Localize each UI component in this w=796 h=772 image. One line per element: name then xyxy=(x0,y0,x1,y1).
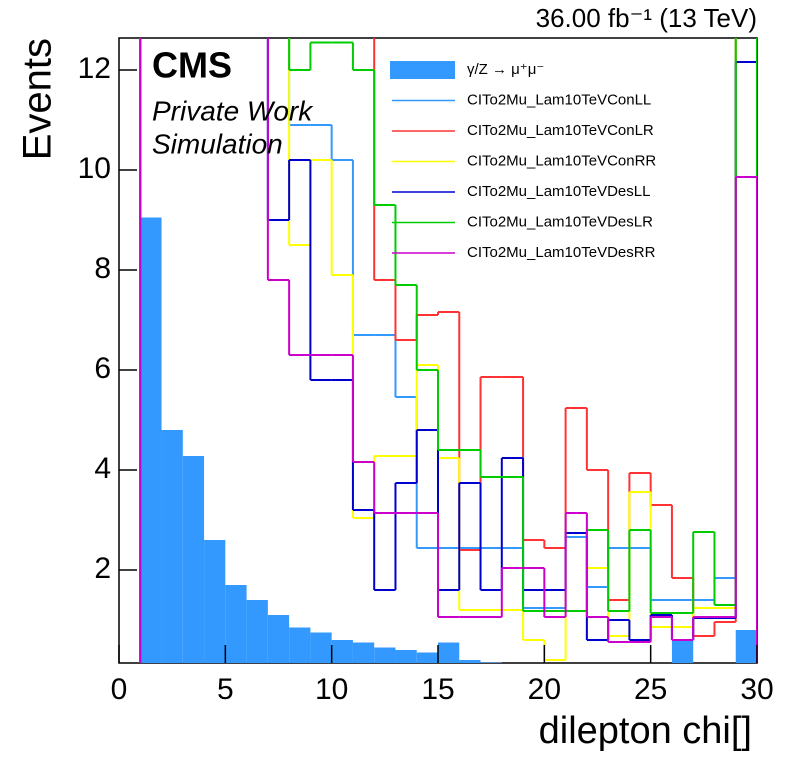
x-axis-label: dilepton chi[] xyxy=(539,710,752,752)
legend-label: γ/Z → μ⁺μ⁻ xyxy=(467,61,544,78)
y-tick-label: 12 xyxy=(78,52,111,85)
histogram-bar xyxy=(416,652,438,663)
histogram-bar xyxy=(566,668,587,684)
histogram-bar xyxy=(331,640,353,663)
histogram-bar xyxy=(225,585,247,663)
x-tick-label: 25 xyxy=(634,673,667,706)
y-tick-label: 2 xyxy=(94,552,111,585)
histogram-bar xyxy=(735,630,757,663)
legend-label: CITo2Mu_Lam10TeVConLR xyxy=(467,122,654,139)
x-tick-label: 0 xyxy=(111,673,128,706)
histogram-bar xyxy=(438,642,460,663)
histogram-bar xyxy=(204,540,226,663)
histogram-bar xyxy=(395,650,417,663)
legend-label: CITo2Mu_Lam10TeVDesRR xyxy=(467,244,656,261)
histogram-bar xyxy=(502,665,523,683)
histogram-bar xyxy=(671,640,694,663)
histogram-bar xyxy=(267,615,290,663)
histogram-bar xyxy=(161,430,183,663)
legend-label: CITo2Mu_Lam10TeVConRR xyxy=(467,152,656,169)
legend: γ/Z → μ⁺μ⁻ CITo2Mu_Lam10TeVConLL CITo2Mu_L… xyxy=(390,61,656,261)
histogram-bar xyxy=(374,647,396,663)
legend-label: CITo2Mu_Lam10TeVConLL xyxy=(467,91,651,108)
histogram-bar xyxy=(140,217,162,663)
histogram-bar xyxy=(608,668,629,684)
x-tick-label: 10 xyxy=(315,673,348,706)
y-axis-label: Events xyxy=(16,38,60,160)
histogram-bar xyxy=(352,642,375,663)
histogram-bar xyxy=(310,632,332,663)
y-tick-label: 4 xyxy=(94,452,111,485)
histogram-bar xyxy=(182,456,205,663)
y-tick-label: 10 xyxy=(78,152,111,185)
legend-swatch xyxy=(390,61,455,79)
histogram-bar xyxy=(480,662,502,663)
histogram-bar xyxy=(289,627,311,663)
extra-label: Private Work xyxy=(152,95,314,126)
histogram-bar xyxy=(693,668,714,684)
x-tick-label: 20 xyxy=(528,673,561,706)
legend-label: CITo2Mu_Lam10TeVDesLL xyxy=(467,183,650,200)
histogram-bar xyxy=(246,600,268,663)
lumi-label: 36.00 fb⁻¹ (13 TeV) xyxy=(536,3,757,33)
x-tick-label: 15 xyxy=(421,673,454,706)
legend-label: CITo2Mu_Lam10TeVDesLR xyxy=(467,213,653,230)
x-tick-label: 5 xyxy=(217,673,234,706)
plot-area xyxy=(139,38,757,684)
histogram-bar xyxy=(587,668,608,684)
cms-label: CMS xyxy=(152,45,232,86)
y-tick-label: 6 xyxy=(94,352,111,385)
extra-label: Simulation xyxy=(152,128,283,159)
x-tick-label: 30 xyxy=(740,673,773,706)
axes: 0 5 10 15 20 25 30 2 4 6 8 10 12 xyxy=(78,52,774,706)
histogram-bar xyxy=(459,660,481,663)
histogram-bar xyxy=(714,668,735,684)
y-tick-label: 8 xyxy=(94,252,111,285)
